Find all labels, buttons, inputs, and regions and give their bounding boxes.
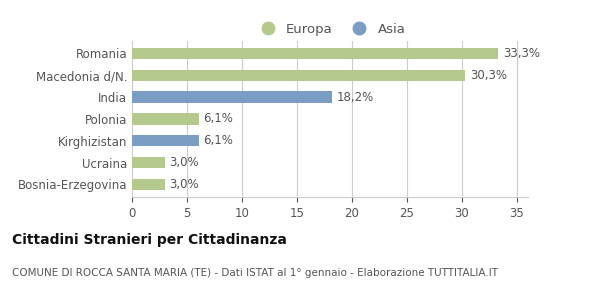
Bar <box>132 91 332 103</box>
Legend: Europa, Asia: Europa, Asia <box>250 19 410 40</box>
Text: 3,0%: 3,0% <box>169 178 199 191</box>
Text: 3,0%: 3,0% <box>169 156 199 169</box>
Text: 18,2%: 18,2% <box>337 90 374 104</box>
Text: Cittadini Stranieri per Cittadinanza: Cittadini Stranieri per Cittadinanza <box>12 233 287 246</box>
Bar <box>132 179 165 190</box>
Bar <box>132 70 466 81</box>
Bar <box>132 157 165 168</box>
Bar <box>132 135 199 146</box>
Text: 33,3%: 33,3% <box>503 47 540 60</box>
Text: 6,1%: 6,1% <box>203 134 233 147</box>
Text: COMUNE DI ROCCA SANTA MARIA (TE) - Dati ISTAT al 1° gennaio - Elaborazione TUTTI: COMUNE DI ROCCA SANTA MARIA (TE) - Dati … <box>12 267 498 278</box>
Bar <box>132 113 199 125</box>
Text: 6,1%: 6,1% <box>203 113 233 125</box>
Text: 30,3%: 30,3% <box>470 69 506 82</box>
Bar <box>132 48 498 59</box>
